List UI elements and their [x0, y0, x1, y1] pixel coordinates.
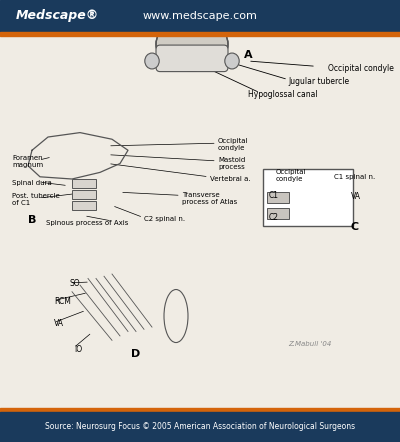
Bar [0, 408, 400, 412]
Circle shape [145, 53, 159, 69]
Text: Transverse
process of Atlas: Transverse process of Atlas [182, 191, 237, 205]
Text: Foramen
magnum: Foramen magnum [12, 155, 43, 168]
Text: Mastoid
process: Mastoid process [218, 157, 245, 170]
Text: C2: C2 [269, 213, 279, 222]
Bar [72, 201, 96, 210]
Bar [263, 169, 353, 226]
Bar [267, 208, 289, 219]
Text: Spinous process of Axis: Spinous process of Axis [46, 220, 128, 226]
Bar [0, 0, 400, 32]
Text: www.medscape.com: www.medscape.com [142, 11, 258, 21]
Text: C: C [351, 222, 359, 232]
Text: A: A [244, 50, 252, 60]
Ellipse shape [156, 18, 228, 71]
Text: VA: VA [351, 192, 361, 201]
Text: Z.Mabull '04: Z.Mabull '04 [288, 341, 331, 347]
Text: C1: C1 [269, 191, 279, 200]
Text: Spinal dura: Spinal dura [12, 180, 52, 186]
Bar [0, 32, 400, 36]
Text: Occipital
condyle: Occipital condyle [276, 169, 306, 183]
Text: Source: Neurosurg Focus © 2005 American Association of Neurological Surgeons: Source: Neurosurg Focus © 2005 American … [45, 423, 355, 431]
Text: D: D [131, 350, 141, 359]
Text: Occipital
condyle: Occipital condyle [218, 138, 248, 152]
Text: Medscape®: Medscape® [16, 9, 99, 23]
Text: Post. tubercle
of C1: Post. tubercle of C1 [12, 193, 60, 206]
Bar [72, 190, 96, 199]
FancyBboxPatch shape [156, 45, 228, 72]
Circle shape [225, 53, 239, 69]
Text: Jugular tubercle: Jugular tubercle [288, 77, 349, 86]
Text: Vertebral a.: Vertebral a. [210, 175, 251, 182]
Text: VA: VA [54, 319, 64, 328]
Text: Occipital condyle: Occipital condyle [328, 64, 394, 73]
Bar [72, 179, 96, 188]
Text: RCM: RCM [54, 297, 71, 306]
Text: C2 spinal n.: C2 spinal n. [144, 216, 185, 222]
Bar [0, 412, 400, 442]
Text: SO: SO [70, 279, 81, 288]
Text: B: B [28, 215, 36, 225]
Text: IO: IO [74, 345, 82, 354]
Text: C1 spinal n.: C1 spinal n. [334, 174, 375, 180]
Bar [267, 192, 289, 203]
Text: Hypoglossal canal: Hypoglossal canal [248, 90, 318, 99]
